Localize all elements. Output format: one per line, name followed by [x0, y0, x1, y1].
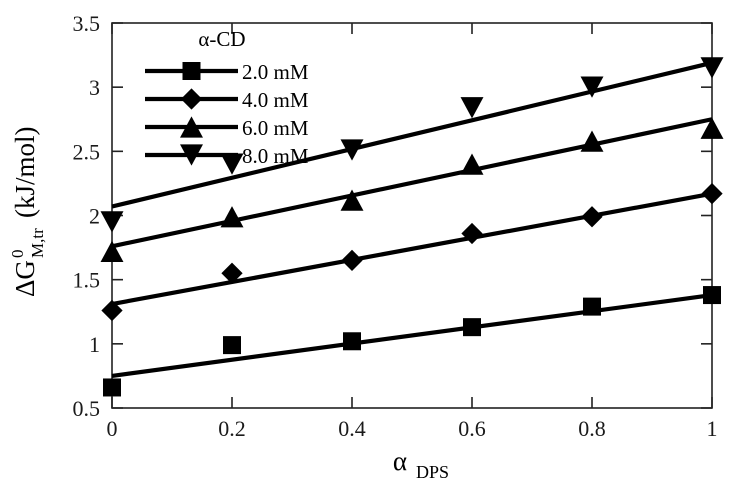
x-tick-label-2: 0.4 [338, 416, 366, 441]
data-point-3-0 [100, 211, 124, 233]
y-tick-label-5: 3 [89, 75, 100, 100]
data-point-0-0 [103, 378, 121, 397]
data-point-3-3 [460, 97, 484, 119]
data-point-2-1 [220, 206, 244, 228]
x-tick-label-5: 1 [707, 416, 718, 441]
data-point-3-4 [580, 76, 604, 98]
legend-title: α-CD [198, 27, 245, 51]
data-point-2-4 [580, 130, 604, 152]
legend-label-2: 6.0 mM [242, 116, 309, 140]
trend-line-3 [111, 60, 713, 209]
plot-frame [111, 22, 713, 409]
data-point-3-1 [220, 153, 244, 175]
x-tick-label-4: 0.8 [578, 416, 606, 441]
y-axis-title-subscript: M,tr [28, 228, 47, 258]
legend-item-1[interactable]: 4.0 mM [145, 88, 309, 112]
series-8-0-mm [111, 60, 713, 209]
legend-item-2[interactable]: 6.0 mM [145, 116, 309, 140]
series-4-0-mm [111, 191, 713, 307]
trend-line-2 [111, 117, 713, 249]
y-axis-title-deltag: ΔG [10, 260, 40, 297]
x-tick-label-0: 0 [107, 416, 118, 441]
markers-1 [101, 183, 723, 322]
data-point-1-0 [101, 299, 123, 322]
data-point-0-4 [583, 297, 601, 316]
x-tick-label-3: 0.6 [458, 416, 486, 441]
legend-marker-triangle-up-icon [180, 116, 203, 138]
data-point-2-2 [340, 189, 364, 211]
legend-item-0[interactable]: 2.0 mM [145, 60, 309, 84]
markers-2 [100, 117, 724, 263]
markers-3 [100, 57, 724, 233]
data-point-2-5 [700, 117, 724, 139]
data-point-1-3 [461, 222, 483, 245]
y-tick-label-0: 0.5 [73, 396, 101, 421]
data-point-1-2 [341, 249, 363, 272]
trend-line-1 [111, 191, 713, 307]
x-axis-title-symbol: α [393, 446, 407, 476]
legend-label-0: 2.0 mM [242, 60, 309, 84]
data-point-0-2 [343, 332, 361, 351]
y-tick-label-2: 1.5 [73, 268, 101, 293]
legend-item-3[interactable]: 8.0 mM [145, 144, 309, 168]
data-point-3-2 [340, 139, 364, 161]
data-point-3-5 [700, 57, 724, 79]
data-point-2-3 [460, 153, 484, 175]
series-6-0-mm [111, 117, 713, 249]
x-axis-title-subscript: DPS [416, 462, 449, 482]
data-point-1-5 [701, 183, 723, 205]
y-axis-title: ΔG0 M,tr (kJ/mol) [8, 127, 47, 298]
series-2-0-mm [111, 292, 713, 378]
legend-marker-diamond-icon [180, 88, 203, 110]
y-tick-label-3: 2 [89, 204, 100, 229]
legend-label-3: 8.0 mM [242, 144, 309, 168]
x-tick-label-1: 0.2 [218, 416, 246, 441]
data-point-0-1 [223, 336, 241, 355]
data-point-2-0 [100, 240, 124, 263]
data-point-0-3 [463, 318, 481, 337]
data-point-0-5 [703, 286, 721, 305]
y-tick-label-4: 2.5 [73, 139, 101, 164]
markers-0 [103, 286, 721, 397]
legend-label-1: 4.0 mM [242, 88, 309, 112]
y-tick-label-1: 1 [89, 332, 100, 357]
x-axis-title: α DPS [393, 446, 449, 482]
legend-marker-square-icon [182, 62, 201, 80]
data-point-1-4 [581, 206, 603, 228]
y-axis-title-units: (kJ/mol) [10, 127, 40, 219]
y-axis-title-superscript: 0 [8, 250, 27, 259]
data-point-1-1 [221, 262, 243, 284]
y-tick-label-6: 3.5 [73, 11, 101, 36]
legend-marker-triangle-down-icon [180, 144, 203, 166]
trend-line-0 [111, 292, 713, 378]
legend: α-CD 2.0 mM 4.0 mM 6.0 mM 8.0 mM [145, 27, 309, 168]
